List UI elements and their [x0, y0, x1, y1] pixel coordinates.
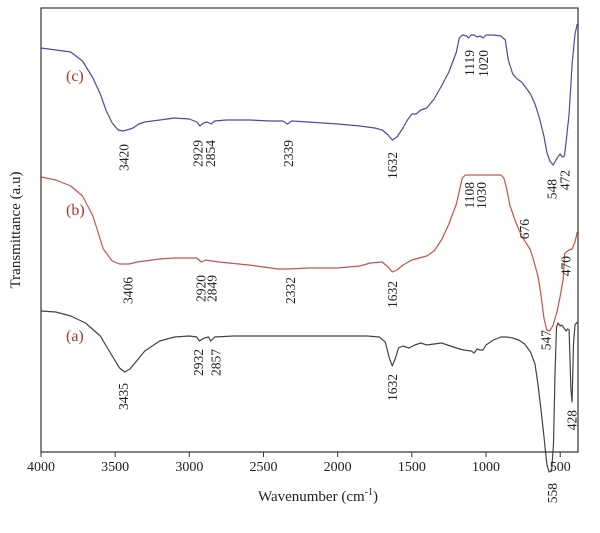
series-label-b: (b): [66, 202, 85, 219]
x-tick-label-4000: 4000: [27, 460, 55, 475]
x-axis-title-close: ): [373, 489, 378, 505]
series-layer: [40, 23, 578, 473]
series-line-c: [40, 23, 578, 166]
peak-label-2932: 2932: [191, 349, 206, 376]
peak-label-1030: 1030: [474, 182, 489, 209]
series-line-a: [40, 310, 578, 473]
series-label-a: (a): [66, 328, 84, 345]
x-axis-title-unit-exponent: -1: [365, 487, 373, 498]
peak-label-428: 428: [565, 410, 580, 431]
x-tick-label-500: 500: [550, 460, 571, 475]
x-tick-label-3500: 3500: [101, 460, 129, 475]
peak-label-1632: 1632: [385, 152, 400, 179]
x-tick-label-2500: 2500: [250, 460, 278, 475]
peak-label-1632: 1632: [385, 281, 400, 308]
plot-frame: [40, 7, 579, 453]
peak-label-548: 548: [545, 179, 560, 200]
x-tick-label-1500: 1500: [398, 460, 426, 475]
x-tick-label-1000: 1000: [472, 460, 500, 475]
peak-label-3435: 3435: [116, 383, 131, 410]
x-tick-label-3000: 3000: [175, 460, 203, 475]
peak-label-558: 558: [545, 483, 560, 504]
peak-label-3420: 3420: [117, 144, 132, 171]
peak-label-2849: 2849: [204, 275, 219, 302]
peak-label-2332: 2332: [283, 277, 298, 304]
y-axis-title: Transmittance (a.u): [8, 172, 24, 289]
peak-label-2920: 2920: [193, 275, 208, 302]
series-label-layer: (c) (b) (a): [66, 68, 85, 345]
peak-label-1020: 1020: [476, 50, 491, 77]
peak-label-1119: 1119: [462, 50, 477, 76]
x-axis-title: Wavenumber (cm-1): [258, 487, 378, 505]
x-tick-label-2000: 2000: [324, 460, 352, 475]
x-tick-layer: 4000 3500 3000 2500 2000 1500 1000 500: [27, 452, 571, 475]
series-line-b: [40, 174, 578, 332]
peak-label-676: 676: [517, 219, 532, 240]
peak-label-3406: 3406: [120, 277, 135, 304]
series-label-c: (c): [66, 68, 84, 85]
peak-label-1632: 1632: [385, 374, 400, 401]
peak-label-2857: 2857: [209, 349, 224, 376]
peak-label-1108: 1108: [462, 182, 477, 209]
peak-label-2929: 2929: [191, 140, 206, 167]
peak-label-2854: 2854: [203, 140, 218, 167]
peak-label-2339: 2339: [281, 140, 296, 167]
peak-label-472: 472: [557, 170, 572, 190]
x-axis-title-main: Wavenumber (cm: [258, 489, 365, 505]
peak-label-547: 547: [539, 330, 554, 351]
peak-label-470: 470: [558, 256, 573, 277]
